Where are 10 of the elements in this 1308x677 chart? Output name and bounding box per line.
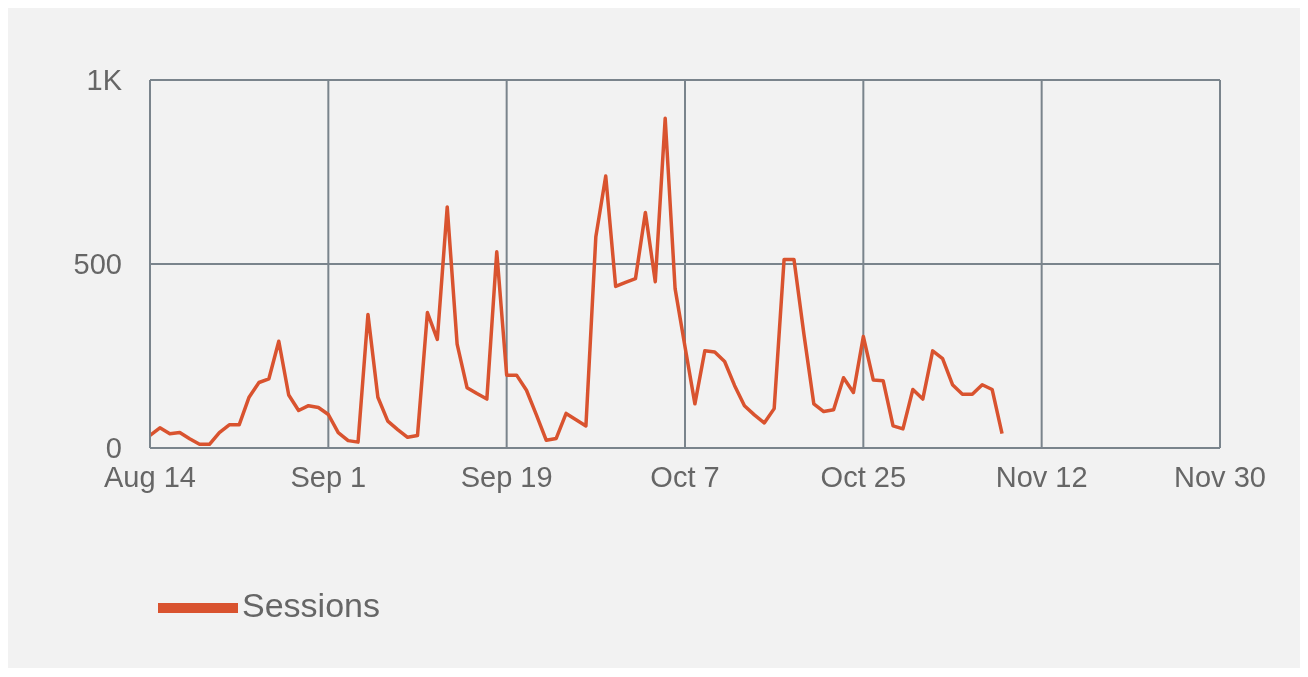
x-tick-label: Sep 1	[290, 460, 367, 493]
y-tick-label: 500	[73, 248, 122, 281]
x-tick-label: Nov 12	[995, 460, 1088, 493]
x-tick-label: Oct 25	[820, 460, 907, 493]
x-tick-label: Oct 7	[650, 460, 720, 493]
y-tick-label: 1K	[86, 64, 123, 97]
x-tick-label: Nov 30	[1174, 460, 1266, 493]
x-tick-label: Sep 19	[460, 460, 553, 493]
line-series	[150, 116, 1004, 447]
legend-label: Sessions	[242, 585, 380, 624]
